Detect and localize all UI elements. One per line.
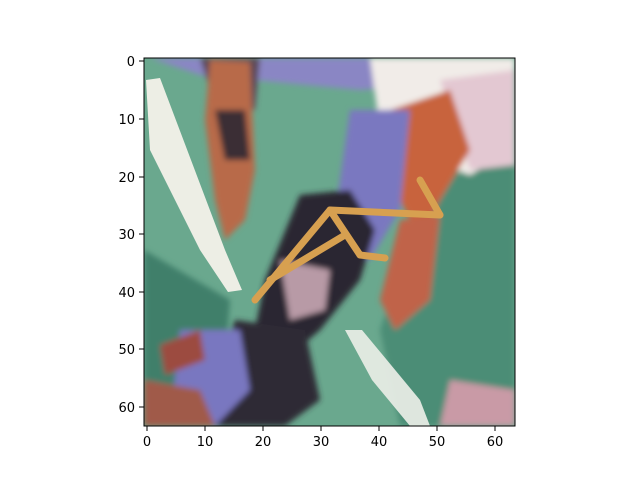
axes-frame: [143, 57, 516, 427]
y-tick-label: 60: [118, 401, 135, 416]
y-tick: 20: [118, 171, 144, 186]
shadow-region-right: [380, 160, 515, 426]
orange-clothing: [390, 90, 470, 240]
pink-shirt-shade: [440, 70, 515, 170]
y-tick-label: 50: [118, 343, 135, 358]
y-tick: 10: [118, 113, 144, 128]
y-axis: 0 10 20 30 40 50 60: [118, 55, 144, 416]
x-axis: 0 10 20 30 40 50 60: [143, 426, 503, 450]
pink-midtone: [280, 260, 330, 320]
y-tick-label: 20: [118, 171, 135, 186]
light-streak-left: [146, 78, 242, 292]
x-tick-label: 30: [313, 435, 330, 450]
x-tick: 40: [371, 426, 388, 450]
x-tick-label: 40: [371, 435, 388, 450]
x-tick: 0: [143, 426, 151, 450]
x-tick: 50: [429, 426, 446, 450]
x-tick: 60: [487, 426, 504, 450]
bottom-red-strip: [160, 330, 205, 375]
y-tick: 60: [118, 401, 144, 416]
x-tick: 20: [255, 426, 272, 450]
bottom-right-pink: [440, 380, 515, 426]
gold-structure: [251, 176, 444, 304]
image-plot-area: [144, 58, 515, 426]
y-tick: 50: [118, 343, 144, 358]
y-tick: 40: [118, 286, 144, 301]
y-tick-label: 0: [127, 55, 135, 70]
orange-leg-lower: [380, 215, 440, 330]
x-tick-label: 60: [487, 435, 504, 450]
x-tick-label: 0: [143, 435, 151, 450]
y-tick-label: 40: [118, 286, 135, 301]
y-tick: 0: [127, 55, 144, 70]
y-tick: 30: [118, 228, 144, 243]
upper-leg-dark: [215, 110, 250, 160]
x-tick: 30: [313, 426, 330, 450]
x-tick: 10: [197, 426, 214, 450]
y-tick-label: 30: [118, 228, 135, 243]
light-streak-bottom: [345, 330, 430, 426]
x-tick-label: 20: [255, 435, 272, 450]
y-tick-label: 10: [118, 113, 135, 128]
bottom-left-red: [144, 380, 215, 426]
x-tick-label: 10: [197, 435, 214, 450]
x-tick-label: 50: [429, 435, 446, 450]
